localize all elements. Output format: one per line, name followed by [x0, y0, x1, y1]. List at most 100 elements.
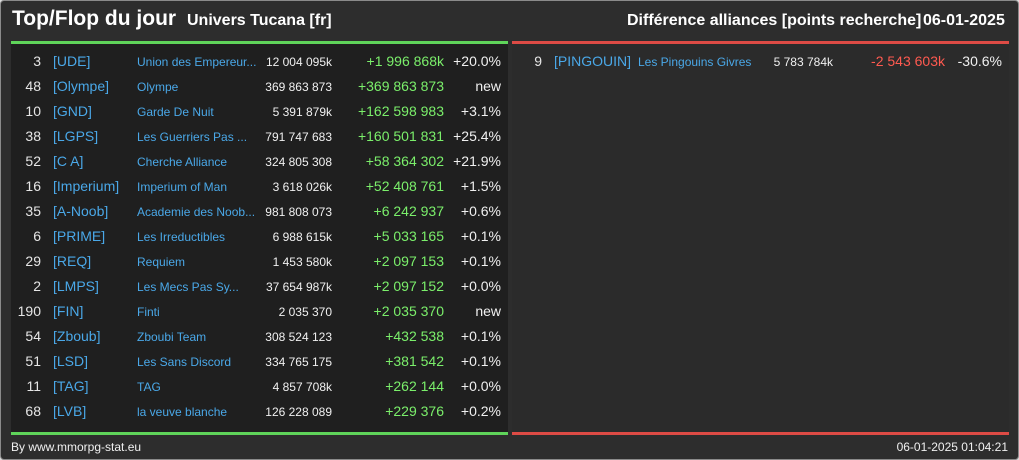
alliance-name-link[interactable]: TAG: [137, 380, 161, 394]
alliance-tag-link[interactable]: [Imperium]: [53, 178, 120, 194]
list-item: 2 [LMPS] Les Mecs Pas Sy... 37 654 987k +2 0…: [11, 274, 508, 299]
alliance-name-link[interactable]: Les Pingouins Givres: [638, 55, 752, 69]
alliance-name-link[interactable]: Cherche Alliance: [137, 155, 228, 169]
alliance-tag-link[interactable]: [TAG]: [53, 378, 89, 394]
alliance-tag-link[interactable]: [PINGOUIN]: [554, 53, 632, 69]
percent-cell: +0.2%: [460, 403, 501, 419]
alliance-name-link[interactable]: la veuve blanche: [137, 405, 228, 419]
points-cell: 308 524 123: [265, 330, 332, 344]
percent-cell: +21.9%: [453, 153, 501, 169]
rank-cell: 190: [17, 303, 41, 319]
points-cell: 791 747 683: [265, 130, 332, 144]
list-item: 38 [LGPS] Les Guerriers Pas ... 791 747 683…: [11, 124, 508, 149]
list-item: 9 [PINGOUIN] Les Pingouins Givres 5 783 784…: [512, 49, 1009, 74]
points-cell: 5 391 879k: [272, 105, 332, 119]
alliance-name-link[interactable]: Zboubi Team: [137, 330, 207, 344]
alliance-tag-link[interactable]: [FIN]: [53, 303, 84, 319]
rank-cell: 10: [25, 103, 41, 119]
universe-label: Univers Tucana [fr]: [187, 12, 332, 29]
alliance-name-link[interactable]: Les Sans Discord: [137, 355, 232, 369]
difference-cell: +369 863 873: [357, 78, 444, 94]
points-cell: 5 783 784k: [773, 55, 833, 69]
list-item: 51 [LSD] Les Sans Discord 334 765 175 +381 5…: [11, 349, 508, 374]
alliance-name-link[interactable]: Les Guerriers Pas ...: [137, 130, 248, 144]
alliance-tag-link[interactable]: [Zboub]: [53, 328, 101, 344]
alliance-name-link[interactable]: Garde De Nuit: [137, 105, 214, 119]
list-item: 29 [REQ] Requiem 1 453 580k +2 097 153 +0.1%: [11, 249, 508, 274]
percent-cell: +0.1%: [460, 328, 501, 344]
alliance-tag-link[interactable]: [GND]: [53, 103, 92, 119]
percent-cell: +0.6%: [460, 203, 501, 219]
list-item: 35 [A-Noob] Academie des Noob... 981 808 07…: [11, 199, 508, 224]
rank-cell: 38: [25, 128, 41, 144]
percent-cell: new: [475, 78, 501, 94]
points-cell: 37 654 987k: [265, 280, 332, 294]
rank-cell: 3: [33, 53, 41, 69]
percent-cell: +20.0%: [453, 53, 501, 69]
alliance-tag-link[interactable]: [LSD]: [53, 353, 89, 369]
percent-cell: +1.5%: [460, 178, 501, 194]
list-item: 10 [GND] Garde De Nuit 5 391 879k +162 598 9…: [11, 99, 508, 124]
difference-cell: -2 543 603k: [871, 53, 945, 69]
header: Top/Flop du jour Univers Tucana [fr] Dif…: [1, 1, 1018, 41]
list-item: 52 [C A] Cherche Alliance 324 805 308 +58 36…: [11, 149, 508, 174]
rank-cell: 52: [25, 153, 41, 169]
alliance-tag-link[interactable]: [Olympe]: [53, 78, 110, 94]
difference-cell: +5 033 165: [373, 228, 444, 244]
difference-cell: +381 542: [385, 353, 444, 369]
percent-cell: +0.1%: [460, 253, 501, 269]
alliance-name-link[interactable]: Les Mecs Pas Sy...: [137, 280, 239, 294]
alliance-name-link[interactable]: Olympe: [137, 80, 179, 94]
percent-cell: +3.1%: [460, 103, 501, 119]
list-item: 11 [TAG] TAG 4 857 708k +262 144 +0.0%: [11, 374, 508, 399]
alliance-tag-link[interactable]: [LMPS]: [53, 278, 99, 294]
points-cell: 1 453 580k: [272, 255, 332, 269]
percent-cell: new: [475, 303, 501, 319]
percent-cell: -30.6%: [957, 53, 1002, 69]
alliance-name-link[interactable]: Academie des Noob...: [137, 205, 256, 219]
points-cell: 126 228 089: [265, 405, 332, 419]
rank-cell: 51: [25, 353, 41, 369]
alliance-tag-link[interactable]: [LVB]: [53, 403, 87, 419]
alliance-name-link[interactable]: Union des Empereur...: [137, 55, 257, 69]
rank-cell: 48: [25, 78, 41, 94]
list-item: 48 [Olympe] Olympe 369 863 873 +369 863 873 n…: [11, 74, 508, 99]
difference-cell: +2 097 153: [373, 253, 444, 269]
source-credit[interactable]: By www.mmorpg-stat.eu: [11, 440, 142, 454]
rank-cell: 68: [25, 403, 41, 419]
list-item: 6 [PRIME] Les Irreductibles 6 988 615k +5 03…: [11, 224, 508, 249]
points-cell: 981 808 073: [265, 205, 332, 219]
alliance-name-link[interactable]: Finti: [137, 305, 160, 319]
list-item: 68 [LVB] la veuve blanche 126 228 089 +229 3…: [11, 399, 508, 424]
rank-cell: 2: [33, 278, 41, 294]
page-title: Top/Flop du jour: [12, 7, 177, 30]
list-item: 16 [Imperium] Imperium of Man 3 618 026k +52…: [11, 174, 508, 199]
percent-cell: +0.1%: [460, 353, 501, 369]
alliance-name-link[interactable]: Requiem: [137, 255, 186, 269]
difference-cell: +52 408 761: [365, 178, 444, 194]
top-panel: 3 [UDE] Union des Empereur... 12 004 095k +1…: [11, 41, 508, 435]
difference-cell: +1 996 868k: [366, 53, 444, 69]
points-cell: 2 035 370: [278, 305, 332, 319]
percent-cell: +0.1%: [460, 228, 501, 244]
points-cell: 324 805 308: [265, 155, 332, 169]
alliance-tag-link[interactable]: [C A]: [53, 153, 84, 169]
points-cell: 3 618 026k: [272, 180, 332, 194]
alliance-tag-link[interactable]: [LGPS]: [53, 128, 99, 144]
alliance-tag-link[interactable]: [A-Noob]: [53, 203, 109, 219]
difference-cell: +58 364 302: [365, 153, 444, 169]
alliance-name-link[interactable]: Imperium of Man: [137, 180, 228, 194]
alliance-tag-link[interactable]: [PRIME]: [53, 228, 106, 244]
difference-cell: +2 097 152: [373, 278, 444, 294]
points-cell: 6 988 615k: [272, 230, 332, 244]
difference-cell: +2 035 370: [373, 303, 444, 319]
alliance-name-link[interactable]: Les Irreductibles: [137, 230, 226, 244]
rank-cell: 6: [33, 228, 41, 244]
percent-cell: +0.0%: [460, 278, 501, 294]
rank-cell: 11: [26, 378, 41, 394]
points-cell: 12 004 095k: [265, 55, 332, 69]
alliance-tag-link[interactable]: [REQ]: [53, 253, 92, 269]
difference-cell: +162 598 983: [357, 103, 444, 119]
alliance-tag-link[interactable]: [UDE]: [53, 53, 91, 69]
